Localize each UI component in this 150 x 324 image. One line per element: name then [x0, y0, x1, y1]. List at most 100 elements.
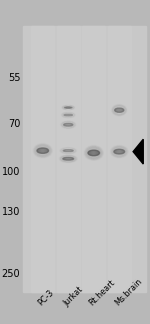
Ellipse shape [65, 107, 71, 109]
Ellipse shape [61, 148, 75, 153]
Ellipse shape [85, 146, 102, 160]
Bar [82, 26, 105, 292]
Ellipse shape [66, 114, 71, 116]
Ellipse shape [63, 113, 74, 117]
Ellipse shape [64, 113, 72, 117]
Ellipse shape [65, 149, 72, 152]
Ellipse shape [88, 149, 99, 157]
Ellipse shape [112, 146, 127, 157]
Ellipse shape [64, 123, 72, 127]
Ellipse shape [67, 124, 70, 125]
Ellipse shape [35, 145, 51, 156]
Polygon shape [133, 139, 143, 164]
Ellipse shape [86, 147, 102, 159]
Ellipse shape [66, 124, 70, 126]
Ellipse shape [118, 109, 121, 111]
Ellipse shape [63, 122, 73, 127]
Ellipse shape [114, 149, 125, 154]
Ellipse shape [65, 106, 72, 109]
Bar [108, 26, 131, 292]
Ellipse shape [61, 121, 75, 128]
Ellipse shape [64, 107, 72, 108]
Ellipse shape [93, 152, 95, 154]
Ellipse shape [64, 157, 72, 160]
Ellipse shape [118, 151, 120, 152]
Ellipse shape [115, 149, 123, 155]
Ellipse shape [61, 156, 76, 162]
Ellipse shape [38, 147, 48, 155]
Ellipse shape [115, 107, 124, 113]
Ellipse shape [65, 107, 71, 109]
Bar [57, 26, 80, 292]
Text: Rt.heart: Rt.heart [87, 278, 117, 308]
Ellipse shape [64, 113, 73, 117]
Text: PC-3: PC-3 [36, 289, 56, 308]
Ellipse shape [62, 148, 74, 153]
Ellipse shape [65, 114, 71, 116]
Bar [31, 26, 54, 292]
Ellipse shape [88, 148, 100, 158]
Ellipse shape [39, 148, 46, 153]
Ellipse shape [111, 146, 127, 157]
Ellipse shape [63, 106, 74, 109]
Ellipse shape [62, 156, 74, 161]
Ellipse shape [117, 109, 121, 112]
Ellipse shape [66, 114, 70, 116]
Ellipse shape [61, 156, 75, 162]
Ellipse shape [62, 112, 75, 118]
Ellipse shape [88, 150, 100, 156]
Ellipse shape [114, 106, 125, 114]
Ellipse shape [65, 157, 71, 160]
Ellipse shape [67, 158, 70, 159]
Ellipse shape [63, 106, 74, 110]
Ellipse shape [63, 156, 74, 161]
Ellipse shape [116, 108, 123, 113]
Ellipse shape [63, 149, 73, 152]
Ellipse shape [65, 114, 72, 116]
Ellipse shape [65, 150, 71, 152]
Ellipse shape [60, 155, 76, 162]
Ellipse shape [64, 157, 73, 161]
Ellipse shape [37, 146, 49, 155]
Ellipse shape [90, 150, 97, 156]
Ellipse shape [114, 148, 125, 156]
Ellipse shape [66, 150, 71, 152]
Ellipse shape [116, 149, 123, 154]
Ellipse shape [63, 157, 74, 160]
Ellipse shape [115, 107, 123, 113]
Text: 130: 130 [2, 207, 20, 217]
Ellipse shape [113, 147, 126, 156]
Ellipse shape [66, 158, 71, 160]
Text: 55: 55 [8, 73, 20, 83]
Text: 250: 250 [2, 269, 20, 279]
Ellipse shape [64, 106, 73, 109]
Ellipse shape [114, 106, 124, 114]
Ellipse shape [38, 147, 47, 154]
Ellipse shape [64, 123, 73, 126]
Ellipse shape [91, 151, 96, 155]
Ellipse shape [113, 105, 126, 115]
Ellipse shape [65, 123, 72, 126]
Text: Ms.brain: Ms.brain [113, 277, 143, 308]
Ellipse shape [114, 148, 124, 155]
Ellipse shape [62, 122, 75, 128]
Ellipse shape [64, 106, 72, 109]
Ellipse shape [66, 107, 71, 109]
Ellipse shape [37, 148, 48, 153]
Ellipse shape [64, 149, 72, 152]
Ellipse shape [64, 122, 73, 127]
Ellipse shape [41, 149, 45, 152]
Text: 100: 100 [2, 167, 20, 177]
Bar [23, 26, 146, 292]
Ellipse shape [60, 148, 76, 154]
Ellipse shape [42, 150, 44, 151]
Ellipse shape [63, 150, 73, 152]
Ellipse shape [64, 114, 72, 116]
Ellipse shape [62, 106, 74, 110]
Ellipse shape [62, 113, 74, 117]
Ellipse shape [118, 151, 121, 153]
Ellipse shape [63, 113, 73, 117]
Ellipse shape [112, 105, 126, 115]
Ellipse shape [36, 145, 50, 156]
Ellipse shape [63, 106, 73, 109]
